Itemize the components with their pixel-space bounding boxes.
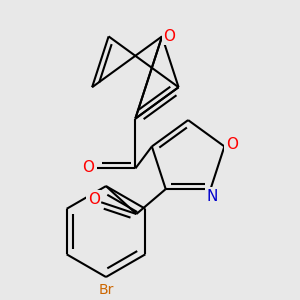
Text: O: O: [82, 160, 94, 175]
Text: O: O: [164, 29, 175, 44]
Text: Br: Br: [98, 283, 114, 297]
Text: N: N: [206, 189, 218, 204]
Text: O: O: [226, 137, 238, 152]
Text: O: O: [88, 192, 100, 207]
